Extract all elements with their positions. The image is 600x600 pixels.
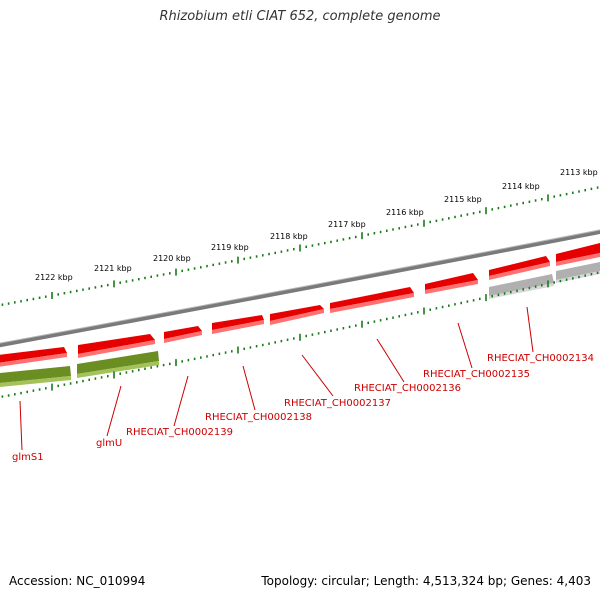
gene-arrow (270, 305, 324, 321)
gene-label-RHECIAT_CH0002135: RHECIAT_CH0002135 (423, 369, 530, 380)
leader-glmS1 (19, 400, 23, 451)
gene-arrow (425, 273, 478, 290)
genome-backbone-highlight (0, 229, 600, 344)
gene-label-RHECIAT_CH0002136: RHECIAT_CH0002136 (354, 383, 461, 394)
gene-arrow (212, 315, 264, 330)
scale-label-2115: 2115 kbp (444, 195, 482, 204)
accession-text: Accession: NC_010994 (9, 574, 146, 588)
scale-label-2121: 2121 kbp (94, 264, 132, 273)
gene-arrow-shade (0, 353, 67, 367)
leader-CH0002137 (301, 354, 334, 397)
gene-arrow (164, 326, 202, 339)
gene-label-RHECIAT_CH0002139: RHECIAT_CH0002139 (126, 427, 233, 438)
scale-label-2120: 2120 kbp (153, 254, 191, 263)
leader-CH0002138 (242, 365, 256, 411)
gene-label-leaders (19, 306, 534, 451)
gene-arrow-gray (556, 262, 600, 280)
gene-arrow-shade (270, 309, 324, 325)
gene-label-RHECIAT_CH0002138: RHECIAT_CH0002138 (205, 412, 312, 423)
gene-arrow-green-shade (0, 376, 71, 388)
gene-arrow-shade (556, 253, 600, 266)
gene-arrow (556, 243, 600, 262)
gene-arrows-red (0, 243, 600, 367)
gene-arrows-green (0, 351, 159, 388)
topology-text: Topology: circular; Length: 4,513,324 bp… (261, 574, 591, 588)
gene-arrow-shade (489, 262, 550, 280)
gene-arrow-green (77, 351, 159, 374)
outer-scale-track (1, 186, 599, 306)
gene-label-glmU: glmU (96, 438, 122, 449)
scale-label-2119: 2119 kbp (211, 243, 249, 252)
gene-arrow-shade (212, 320, 264, 334)
leader-glmU (106, 385, 122, 437)
gene-arrow-gray-shade (489, 283, 554, 299)
inner-scale-track (1, 271, 599, 398)
scale-label-2117: 2117 kbp (328, 220, 366, 229)
gene-arrow (0, 347, 67, 363)
gene-label-RHECIAT_CH0002134: RHECIAT_CH0002134 (487, 353, 594, 364)
gene-arrow (78, 334, 155, 354)
scale-label-2118: 2118 kbp (270, 232, 308, 241)
genome-backbone (0, 229, 600, 348)
leader-CH0002134 (526, 306, 534, 353)
gene-label-glmS1: glmS1 (12, 452, 44, 463)
gene-arrow-shade (330, 293, 414, 313)
gene-arrow-gray (489, 274, 554, 296)
map-title: Rhizobium etli CIAT 652, complete genome (159, 9, 441, 24)
scale-labels: 2113 kbp 2114 kbp 2115 kbp 2116 kbp 2117… (35, 168, 598, 282)
gene-arrow-green (0, 366, 71, 384)
leader-CH0002135 (457, 322, 473, 369)
gene-arrow (330, 287, 414, 309)
gene-arrow-shade (78, 340, 155, 358)
leader-CH0002136 (376, 338, 405, 383)
gene-arrow-green-shade (77, 361, 159, 378)
scale-label-2114: 2114 kbp (502, 182, 540, 191)
scale-label-2116: 2116 kbp (386, 208, 424, 217)
scale-label-2113: 2113 kbp (560, 168, 598, 177)
leader-CH0002139 (173, 375, 189, 427)
gene-labels: glmS1 glmU RHECIAT_CH0002139 RHECIAT_CH0… (12, 353, 594, 463)
gene-arrow-shade (164, 331, 202, 343)
gene-arrow (489, 256, 550, 276)
gene-arrow-shade (425, 280, 478, 294)
scale-label-2122: 2122 kbp (35, 273, 73, 282)
gene-label-RHECIAT_CH0002137: RHECIAT_CH0002137 (284, 398, 391, 409)
